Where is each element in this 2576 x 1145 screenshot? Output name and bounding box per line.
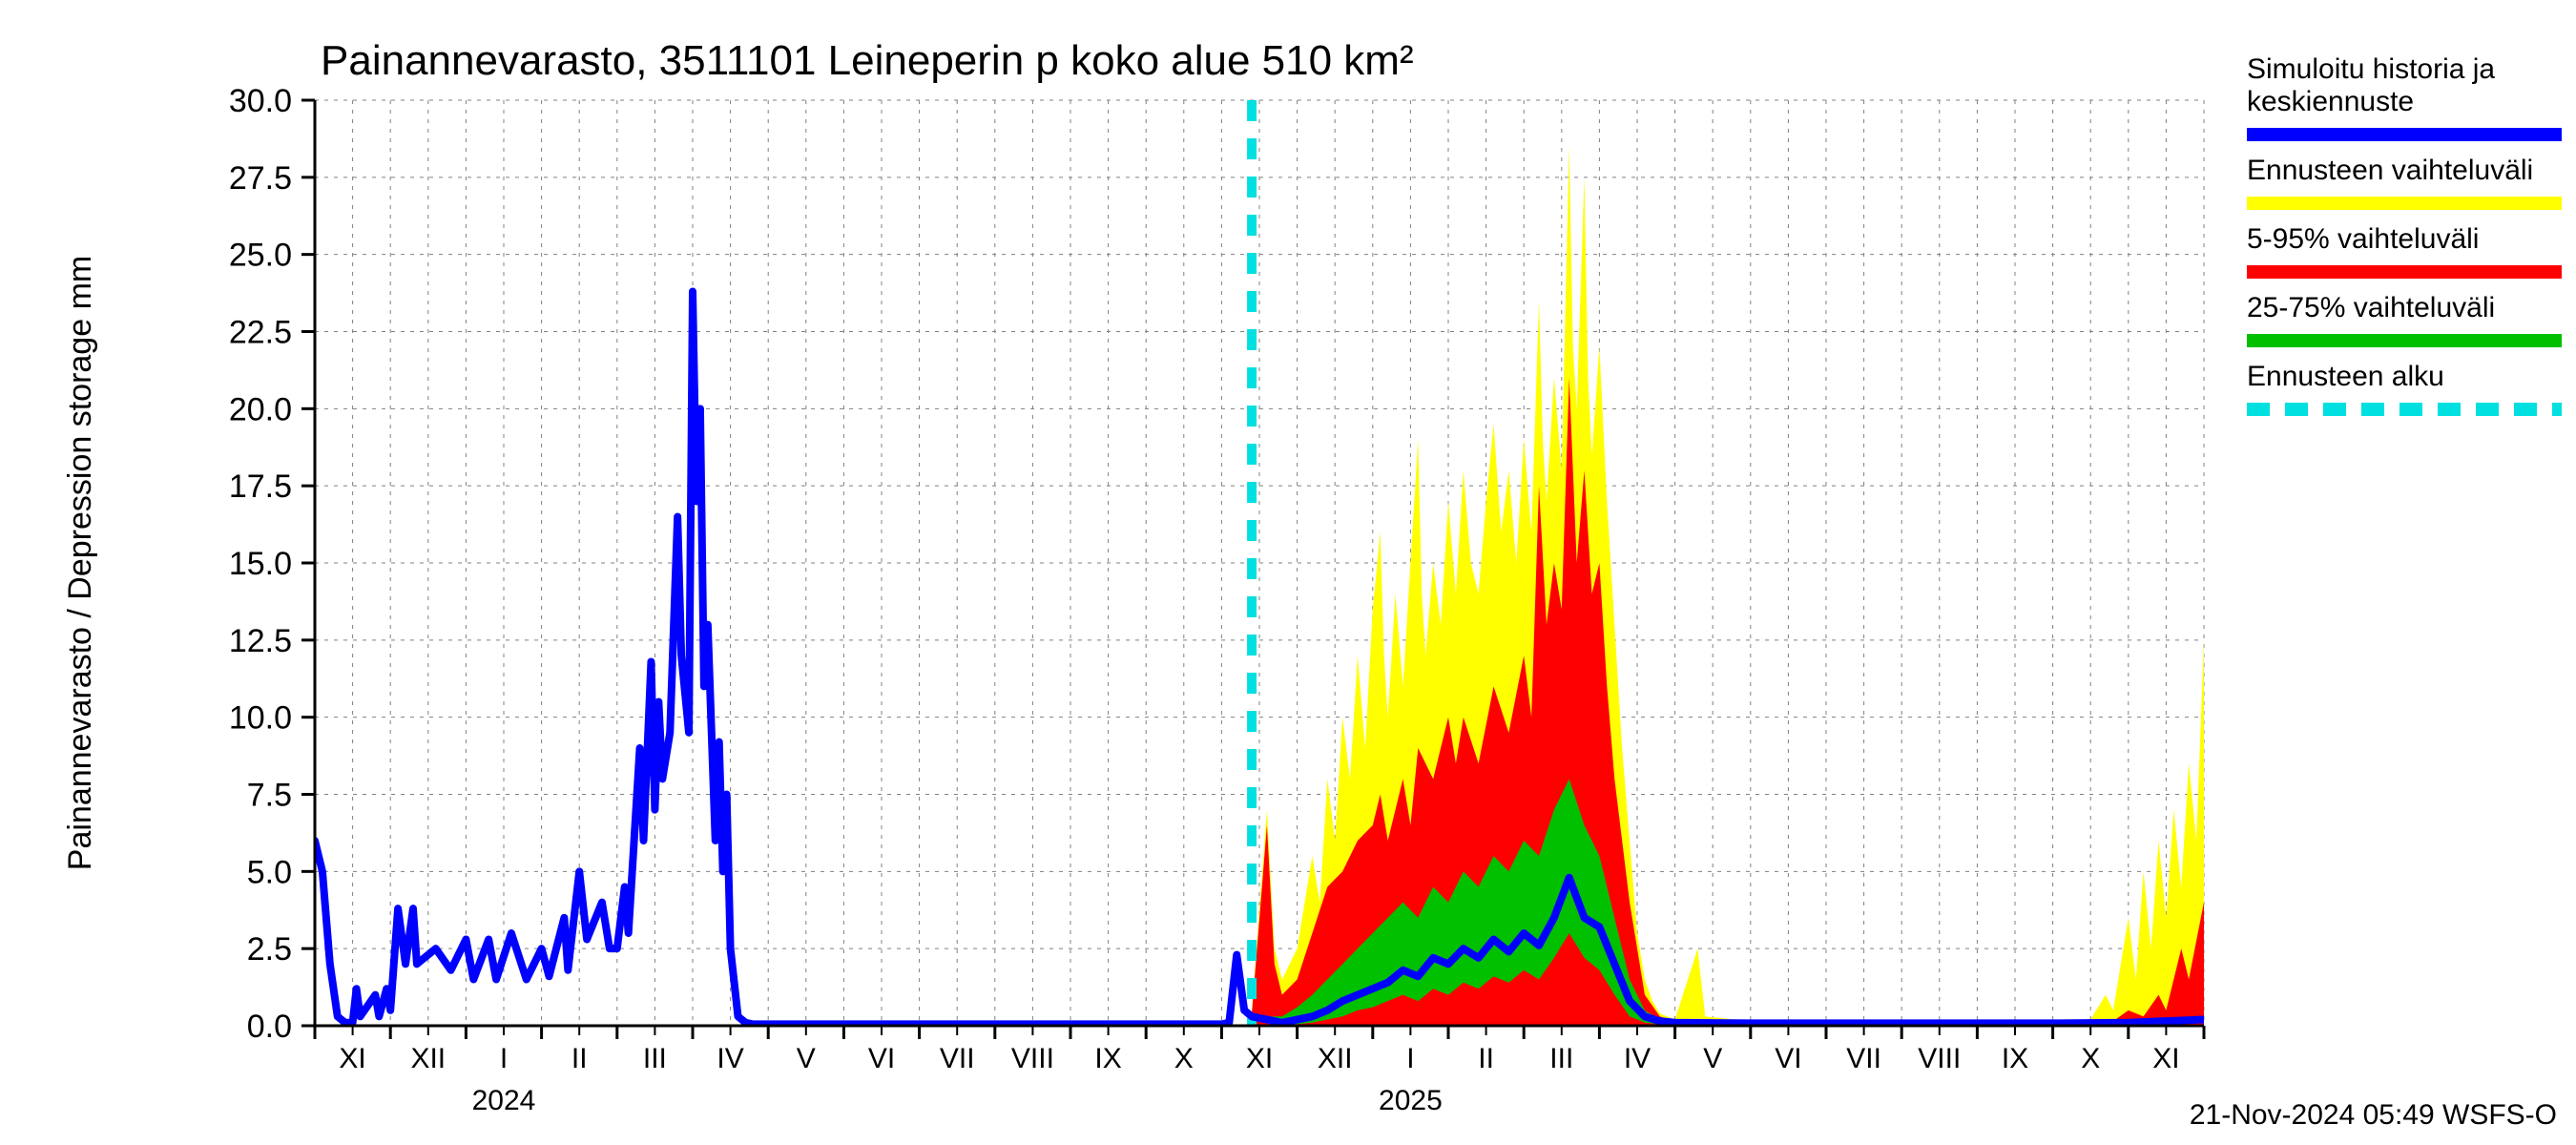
x-tick-label: II <box>1478 1043 1494 1074</box>
legend-label: keskiennuste <box>2247 86 2414 117</box>
x-tick-label: VIII <box>1918 1043 1961 1074</box>
x-tick-label: VII <box>940 1043 975 1074</box>
legend-label: Ennusteen alku <box>2247 361 2444 392</box>
x-year-label: 2025 <box>1379 1085 1443 1116</box>
x-year-label: 2024 <box>472 1085 536 1116</box>
bands <box>1252 147 2204 1027</box>
y-tick-label: 12.5 <box>229 623 292 659</box>
timestamp: 21-Nov-2024 05:49 WSFS-O <box>2190 1099 2557 1131</box>
x-tick-label: III <box>1549 1043 1573 1074</box>
x-tick-label: I <box>500 1043 508 1074</box>
y-tick-label: 27.5 <box>229 160 292 197</box>
x-tick-label: XII <box>1318 1043 1353 1074</box>
chart-svg: 0.0 2.5 5.0 7.5 10.0 12.5 15.0 17.5 20.0 22.5 25.0… <box>0 0 2576 1145</box>
x-tick-label: V <box>797 1043 816 1074</box>
x-tick-label: XI <box>2152 1043 2179 1074</box>
legend-swatch <box>2247 334 2562 347</box>
y-tick-label: 10.0 <box>229 700 292 737</box>
legend-label: Simuloitu historia ja <box>2247 53 2495 85</box>
legend-swatch <box>2247 265 2562 279</box>
x-tick-label: V <box>1703 1043 1722 1074</box>
x-tick-label: X <box>2081 1043 2100 1074</box>
x-tick-label: III <box>643 1043 667 1074</box>
legend: Simuloitu historia jakeskiennuste Ennuste… <box>2247 53 2562 409</box>
grid <box>315 100 2204 1026</box>
x-tick-label: VIII <box>1011 1043 1054 1074</box>
legend-swatch <box>2247 128 2562 141</box>
chart-stage: 0.0 2.5 5.0 7.5 10.0 12.5 15.0 17.5 20.0 22.5 25.0… <box>0 0 2576 1145</box>
legend-label: 5-95% vaihteluväli <box>2247 223 2479 255</box>
legend-swatch <box>2247 197 2562 210</box>
y-tick-label: 17.5 <box>229 468 292 505</box>
legend-label: 25-75% vaihteluväli <box>2247 292 2495 323</box>
y-tick-label: 30.0 <box>229 83 292 119</box>
x-tick-label: IV <box>717 1043 743 1074</box>
y-tick-label: 2.5 <box>247 931 292 968</box>
x-tick-label: VI <box>1775 1043 1801 1074</box>
x-tick-label: IV <box>1624 1043 1651 1074</box>
x-tick-label: XI <box>1246 1043 1273 1074</box>
y-tick-label: 0.0 <box>247 1009 292 1045</box>
y-axis-label: Painannevarasto / Depression storage mm <box>62 256 98 870</box>
x-tick-label: X <box>1174 1043 1194 1074</box>
y-tick-label: 20.0 <box>229 391 292 427</box>
x-tick-label: XII <box>410 1043 446 1074</box>
x-tick-label: VII <box>1846 1043 1881 1074</box>
x-tick-label: IX <box>1094 1043 1121 1074</box>
x-tick-label: II <box>571 1043 588 1074</box>
y-tick-label: 22.5 <box>229 315 292 351</box>
chart-title: Painannevarasto, 3511101 Leineperin p ko… <box>321 37 1414 84</box>
x-tick-label: XI <box>339 1043 365 1074</box>
y-tick-label: 15.0 <box>229 546 292 582</box>
y-tick-label: 7.5 <box>247 778 292 814</box>
x-tick-label: IX <box>2002 1043 2028 1074</box>
x-tick-label: I <box>1406 1043 1414 1074</box>
y-tick-label: 25.0 <box>229 238 292 274</box>
legend-label: Ennusteen vaihteluväli <box>2247 155 2533 186</box>
x-tick-label: VI <box>868 1043 895 1074</box>
y-tick-label: 5.0 <box>247 854 292 890</box>
